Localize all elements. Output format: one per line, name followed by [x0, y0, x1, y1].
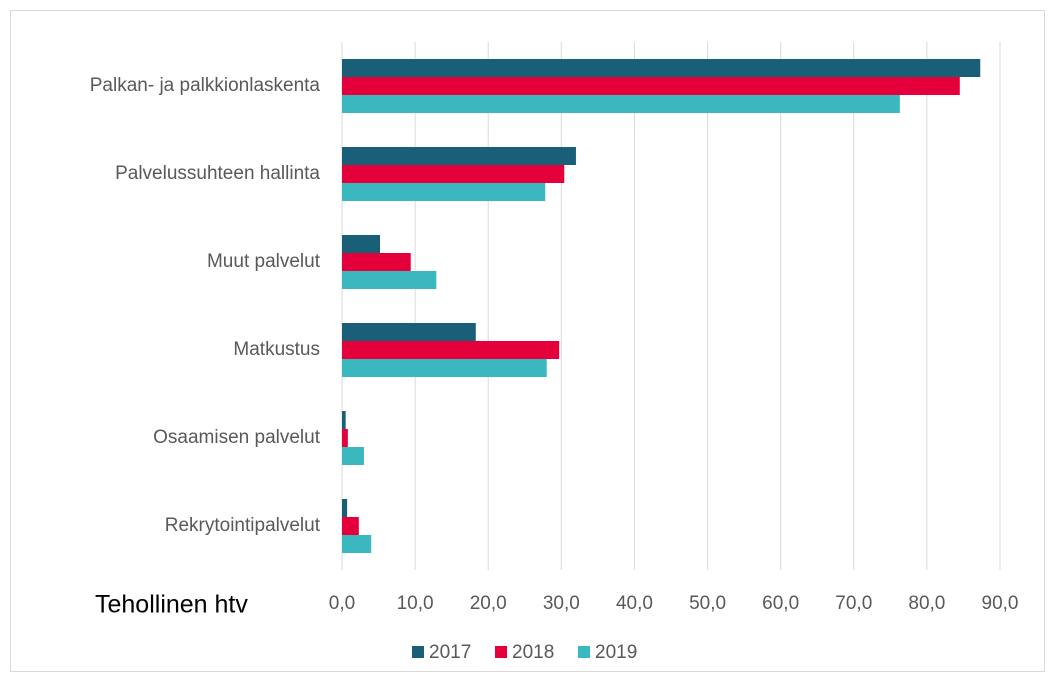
y-tick-label: Osaamisen palvelut	[153, 427, 321, 448]
legend-swatch	[412, 646, 424, 658]
bar	[342, 77, 960, 95]
y-tick-label: Muut palvelut	[207, 251, 321, 272]
bar	[342, 411, 346, 429]
bar	[342, 429, 348, 447]
x-tick-label: 80,0	[908, 593, 945, 614]
bar	[342, 447, 364, 465]
legend-label: 2018	[512, 642, 554, 663]
bar	[342, 323, 476, 341]
y-tick-label: Rekrytointipalvelut	[165, 515, 321, 536]
bar	[342, 535, 372, 553]
y-tick-label: Palvelussuhteen hallinta	[115, 163, 320, 184]
x-tick-label: 20,0	[470, 593, 507, 614]
bar	[342, 59, 981, 77]
bar	[342, 517, 359, 535]
x-tick-label: 60,0	[762, 593, 799, 614]
legend-label: 2017	[429, 642, 471, 663]
bar	[342, 147, 576, 165]
x-tick-label: 30,0	[543, 593, 580, 614]
bar	[342, 271, 437, 289]
x-tick-label: 90,0	[982, 593, 1019, 614]
x-tick-label: 10,0	[397, 593, 434, 614]
x-tick-label: 40,0	[616, 593, 653, 614]
legend-swatch	[578, 646, 590, 658]
y-tick-label: Matkustus	[233, 339, 320, 360]
bar	[342, 165, 565, 183]
x-tick-label: 70,0	[835, 593, 872, 614]
bar	[342, 253, 411, 271]
bar	[342, 235, 381, 253]
bar	[342, 95, 900, 113]
bar	[342, 183, 546, 201]
legend-swatch	[495, 646, 507, 658]
bar	[342, 499, 348, 517]
x-tick-label: 0,0	[329, 593, 355, 614]
x-axis-label: Tehollinen htv	[95, 591, 248, 619]
bar	[342, 359, 547, 377]
legend-label: 2019	[595, 642, 637, 663]
x-tick-label: 50,0	[689, 593, 726, 614]
bar	[342, 341, 560, 359]
y-tick-label: Palkan- ja palkkionlaskenta	[90, 75, 321, 96]
